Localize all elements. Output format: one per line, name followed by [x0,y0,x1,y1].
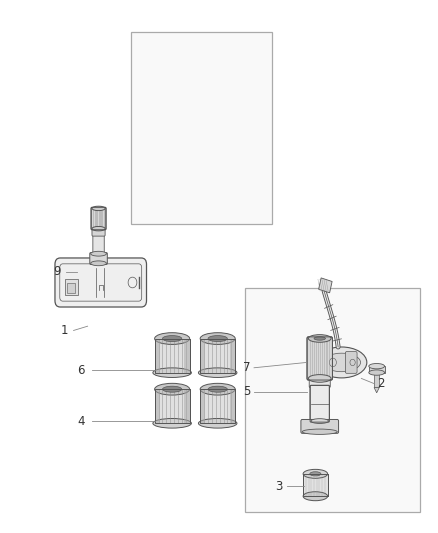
FancyBboxPatch shape [318,352,329,373]
FancyBboxPatch shape [310,385,329,422]
Text: 9: 9 [53,265,61,278]
Bar [230,338,235,373]
Ellipse shape [208,386,227,392]
Ellipse shape [310,472,321,476]
Ellipse shape [369,370,385,375]
FancyBboxPatch shape [307,337,332,380]
Text: 1: 1 [61,324,69,337]
Text: 2: 2 [377,377,385,390]
Ellipse shape [92,227,105,231]
FancyBboxPatch shape [345,352,357,373]
Bar [200,338,205,373]
Bar [230,389,235,423]
Text: 4: 4 [77,415,85,427]
Ellipse shape [303,470,328,478]
Bar [200,338,235,373]
Ellipse shape [162,386,182,392]
Ellipse shape [198,368,237,377]
Ellipse shape [153,418,191,428]
Bar [200,389,235,423]
Ellipse shape [155,333,190,344]
Ellipse shape [208,336,227,342]
FancyBboxPatch shape [91,207,106,230]
Ellipse shape [162,336,182,342]
Text: 6: 6 [77,364,85,377]
Ellipse shape [316,347,367,378]
FancyBboxPatch shape [90,253,107,264]
FancyBboxPatch shape [93,234,104,255]
Bar [303,474,328,496]
Ellipse shape [303,492,328,500]
Bar [374,373,379,387]
Ellipse shape [198,418,237,428]
Bar [200,338,235,373]
Ellipse shape [308,335,331,342]
Bar [155,338,190,373]
Ellipse shape [93,227,104,230]
Bar [131,32,272,224]
Ellipse shape [92,206,105,211]
FancyBboxPatch shape [309,377,330,387]
Bar [155,338,160,373]
Bar [184,389,190,423]
Bar [369,366,385,373]
Ellipse shape [314,337,325,340]
Bar [155,389,190,423]
Ellipse shape [308,375,331,382]
Bar [155,389,160,423]
Bar [303,474,328,496]
Ellipse shape [155,383,190,395]
Ellipse shape [200,333,235,344]
Bar [65,279,78,295]
Bar [245,288,420,512]
Ellipse shape [153,368,191,377]
Text: 7: 7 [243,361,251,374]
Bar [155,389,190,423]
FancyBboxPatch shape [92,228,105,236]
Bar [200,389,205,423]
Ellipse shape [200,383,235,395]
Bar [67,283,75,293]
Ellipse shape [91,261,106,266]
Ellipse shape [91,251,106,256]
Text: 5: 5 [243,385,250,398]
Text: 3: 3 [275,480,282,492]
Bar [155,338,190,373]
FancyBboxPatch shape [301,419,339,433]
Polygon shape [374,387,379,393]
Ellipse shape [302,429,337,434]
Ellipse shape [311,419,328,423]
Bar [318,278,332,293]
Ellipse shape [369,364,385,369]
Bar [200,389,235,423]
Bar [184,338,190,373]
Ellipse shape [323,353,360,372]
FancyBboxPatch shape [55,258,146,307]
